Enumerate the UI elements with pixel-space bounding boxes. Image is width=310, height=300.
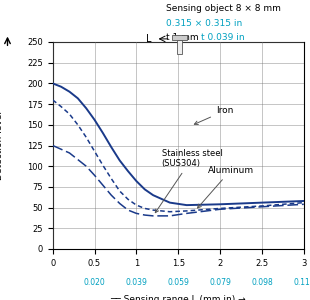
Text: 0.079: 0.079 — [209, 278, 231, 287]
Bar — [177, 40, 182, 54]
Text: 0.020: 0.020 — [84, 278, 105, 287]
Text: 0.059: 0.059 — [167, 278, 189, 287]
Text: Sensing object 8 × 8 mm: Sensing object 8 × 8 mm — [166, 4, 281, 13]
Text: ── Sensing range L (mm in) →: ── Sensing range L (mm in) → — [110, 295, 246, 300]
Text: 0.315 × 0.315 in: 0.315 × 0.315 in — [166, 19, 242, 28]
Text: Iron: Iron — [194, 106, 233, 124]
Text: 0.098: 0.098 — [251, 278, 273, 287]
Text: t 1 mm: t 1 mm — [166, 33, 201, 42]
Text: Stainless steel
(SUS304): Stainless steel (SUS304) — [155, 149, 222, 213]
Text: L: L — [146, 34, 152, 44]
Text: 0.118: 0.118 — [293, 278, 310, 287]
Text: Detection level: Detection level — [0, 111, 4, 180]
Text: Aluminum: Aluminum — [197, 166, 254, 208]
Text: 0.039: 0.039 — [126, 278, 147, 287]
Text: t 0.039 in: t 0.039 in — [201, 33, 245, 42]
Bar — [172, 35, 187, 40]
